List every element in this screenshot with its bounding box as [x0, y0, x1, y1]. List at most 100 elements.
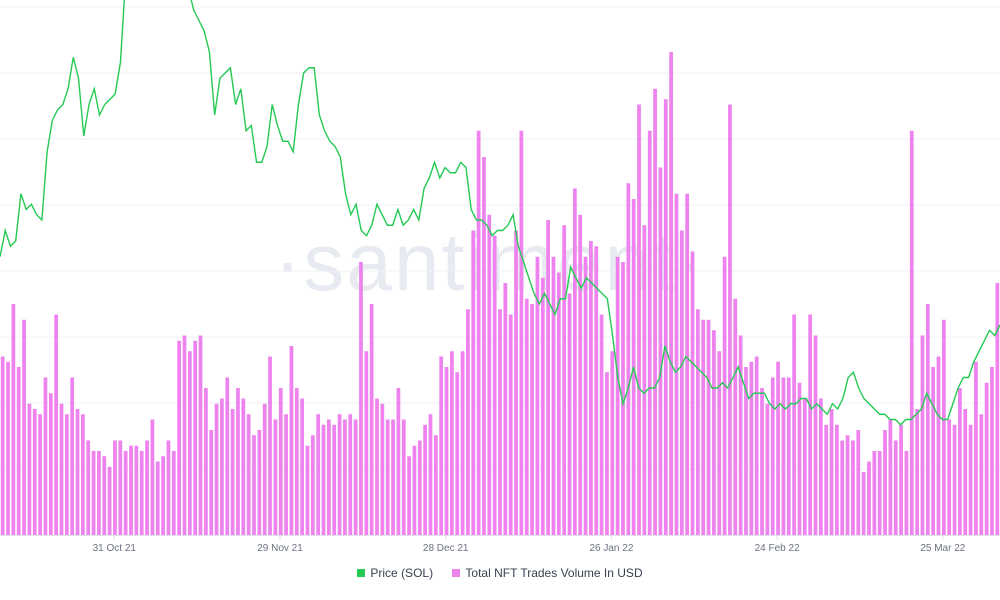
- volume-bar[interactable]: [540, 277, 545, 535]
- volume-bar[interactable]: [364, 351, 369, 535]
- volume-bar[interactable]: [888, 419, 893, 536]
- volume-bar[interactable]: [348, 414, 353, 535]
- volume-bar[interactable]: [744, 367, 748, 535]
- volume-bar[interactable]: [498, 309, 502, 535]
- volume-bar[interactable]: [460, 351, 465, 535]
- volume-bar[interactable]: [59, 403, 64, 535]
- volume-bar[interactable]: [856, 430, 861, 535]
- volume-bar[interactable]: [535, 256, 540, 535]
- volume-bar[interactable]: [294, 388, 299, 535]
- volume-bar[interactable]: [797, 382, 802, 535]
- volume-bar[interactable]: [674, 193, 679, 535]
- volume-bar[interactable]: [605, 372, 609, 535]
- volume-bar[interactable]: [589, 241, 593, 535]
- volume-bar[interactable]: [915, 409, 919, 535]
- volume-bar[interactable]: [503, 283, 508, 535]
- volume-bar[interactable]: [728, 104, 732, 536]
- volume-bar[interactable]: [974, 361, 978, 535]
- volume-bar[interactable]: [476, 130, 481, 535]
- volume-bar[interactable]: [893, 440, 898, 536]
- volume-bar[interactable]: [952, 424, 957, 535]
- volume-bar[interactable]: [572, 188, 577, 536]
- volume-bar[interactable]: [690, 251, 695, 536]
- volume-bar[interactable]: [155, 461, 160, 536]
- volume-bar[interactable]: [316, 414, 321, 535]
- volume-bar[interactable]: [909, 130, 914, 535]
- volume-bar[interactable]: [792, 314, 796, 536]
- volume-bar[interactable]: [712, 330, 716, 535]
- volume-bar[interactable]: [647, 130, 652, 535]
- volume-bar[interactable]: [284, 414, 288, 535]
- volume-bar[interactable]: [669, 52, 673, 535]
- volume-bar[interactable]: [770, 377, 775, 536]
- volume-bar[interactable]: [252, 435, 256, 535]
- volume-bar[interactable]: [332, 424, 337, 535]
- volume-bar[interactable]: [471, 230, 476, 536]
- volume-bar[interactable]: [230, 409, 235, 535]
- volume-bar[interactable]: [396, 388, 401, 535]
- volume-bar[interactable]: [38, 414, 42, 535]
- volume-bar[interactable]: [134, 445, 139, 535]
- volume-bar[interactable]: [963, 409, 968, 535]
- volume-bar[interactable]: [508, 314, 513, 536]
- volume-bar[interactable]: [626, 183, 631, 535]
- volume-bar[interactable]: [268, 356, 272, 536]
- volume-bar[interactable]: [920, 335, 925, 536]
- volume-bar[interactable]: [621, 262, 625, 535]
- volume-bar[interactable]: [733, 298, 738, 535]
- volume-bar[interactable]: [594, 246, 599, 535]
- volume-bar[interactable]: [904, 451, 909, 535]
- volume-bar[interactable]: [685, 193, 690, 535]
- volume-bar[interactable]: [653, 88, 657, 535]
- volume-bar[interactable]: [765, 403, 770, 535]
- volume-bar[interactable]: [193, 340, 198, 535]
- volume-bar[interactable]: [305, 445, 310, 535]
- volume-bar[interactable]: [150, 419, 155, 536]
- volume-bar[interactable]: [86, 440, 91, 536]
- volume-bar[interactable]: [444, 367, 449, 535]
- volume-bar[interactable]: [556, 272, 561, 536]
- volume-bar[interactable]: [433, 435, 438, 535]
- volume-bar[interactable]: [899, 424, 903, 535]
- volume-bar[interactable]: [883, 430, 887, 535]
- volume-bar[interactable]: [70, 377, 75, 536]
- volume-bar[interactable]: [754, 356, 759, 536]
- volume-bar[interactable]: [369, 304, 374, 535]
- volume-bar[interactable]: [182, 335, 187, 536]
- volume-bar[interactable]: [781, 377, 786, 536]
- volume-bar[interactable]: [102, 456, 107, 535]
- volume-bar[interactable]: [310, 435, 315, 535]
- volume-bar[interactable]: [482, 157, 486, 535]
- volume-bar[interactable]: [530, 304, 534, 535]
- volume-bar[interactable]: [187, 351, 192, 535]
- volume-bar[interactable]: [246, 414, 251, 535]
- volume-bar[interactable]: [610, 351, 615, 535]
- volume-bar[interactable]: [401, 419, 406, 536]
- volume-bar[interactable]: [391, 419, 395, 536]
- volume-bar[interactable]: [353, 419, 358, 536]
- volume-bar[interactable]: [546, 220, 550, 535]
- volume-bar[interactable]: [637, 104, 641, 536]
- legend-item-volume[interactable]: Total NFT Trades Volume In USD: [452, 566, 643, 580]
- volume-bar[interactable]: [27, 403, 32, 535]
- volume-bar[interactable]: [11, 304, 16, 535]
- volume-bar[interactable]: [679, 230, 684, 536]
- volume-bar[interactable]: [22, 319, 26, 535]
- volume-bar[interactable]: [717, 351, 722, 535]
- volume-bar[interactable]: [947, 419, 952, 536]
- volume-bar[interactable]: [861, 472, 866, 535]
- volume-bar[interactable]: [492, 235, 497, 535]
- volume-bar[interactable]: [54, 314, 59, 536]
- volume-bar[interactable]: [177, 340, 182, 535]
- volume-bar[interactable]: [808, 314, 813, 536]
- volume-bar[interactable]: [749, 361, 754, 535]
- volume-bar[interactable]: [257, 430, 262, 535]
- volume-bar[interactable]: [578, 214, 583, 535]
- volume-bar[interactable]: [760, 388, 764, 535]
- volume-bar[interactable]: [129, 445, 133, 535]
- volume-bar[interactable]: [161, 456, 165, 535]
- volume-bar[interactable]: [738, 335, 743, 536]
- volume-bar[interactable]: [845, 435, 850, 535]
- volume-bar[interactable]: [289, 346, 294, 535]
- volume-bar[interactable]: [979, 414, 984, 535]
